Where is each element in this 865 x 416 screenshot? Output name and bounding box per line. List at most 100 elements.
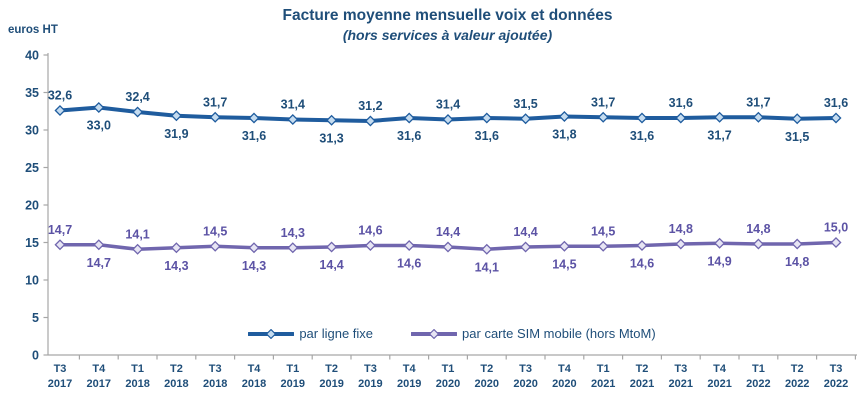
x-tick-label-quarter: T1 bbox=[131, 363, 144, 375]
data-point-marker bbox=[93, 239, 105, 251]
data-point-marker bbox=[54, 104, 66, 117]
data-point-marker bbox=[132, 243, 144, 255]
data-point-marker bbox=[830, 112, 842, 124]
x-tick-label-quarter: T3 bbox=[830, 363, 843, 375]
data-point-label: 14,5 bbox=[591, 224, 615, 238]
y-tick-label: 20 bbox=[25, 199, 39, 213]
data-point-marker bbox=[132, 106, 144, 118]
x-tick-label-quarter: T3 bbox=[209, 363, 222, 375]
x-tick-label-quarter: T1 bbox=[597, 363, 610, 375]
data-point-marker bbox=[675, 112, 687, 124]
data-point-label: 31,7 bbox=[591, 95, 615, 109]
x-tick-label-year: 2021 bbox=[669, 378, 693, 390]
x-tick-label-quarter: T4 bbox=[248, 363, 262, 375]
legend-label-sim-mobile: par carte SIM mobile (hors MtoM) bbox=[462, 326, 656, 341]
data-point-marker bbox=[520, 113, 532, 125]
data-point-label: 32,6 bbox=[48, 89, 72, 103]
x-tick-label-year: 2018 bbox=[125, 378, 149, 390]
x-tick-label-quarter: T2 bbox=[480, 363, 493, 375]
data-point-marker bbox=[287, 113, 299, 126]
x-tick-label-year: 2021 bbox=[630, 378, 654, 390]
y-tick-label: 40 bbox=[25, 49, 39, 63]
y-tick-label: 35 bbox=[25, 86, 39, 100]
x-tick-label-year: 2018 bbox=[164, 378, 188, 390]
line-diamond-icon bbox=[411, 328, 458, 339]
data-point-label: 33,0 bbox=[87, 119, 111, 133]
data-point-marker bbox=[442, 113, 454, 126]
data-point-label: 31,7 bbox=[203, 95, 227, 109]
x-tick-label-year: 2018 bbox=[242, 378, 266, 390]
x-tick-label-quarter: T3 bbox=[364, 363, 377, 375]
x-tick-label-quarter: T1 bbox=[442, 363, 455, 375]
data-point-label: 31,9 bbox=[164, 127, 188, 141]
data-point-marker bbox=[791, 238, 803, 250]
data-point-marker bbox=[752, 111, 764, 123]
x-tick-label-year: 2020 bbox=[552, 378, 576, 390]
data-point-marker bbox=[54, 239, 66, 251]
data-point-marker bbox=[248, 242, 260, 254]
line-diamond-icon bbox=[248, 328, 295, 339]
x-tick-label-quarter: T4 bbox=[713, 363, 727, 375]
data-point-marker bbox=[558, 110, 570, 123]
data-point-marker bbox=[752, 238, 764, 250]
x-tick-label-quarter: T4 bbox=[558, 363, 572, 375]
x-tick-label-quarter: T4 bbox=[92, 363, 106, 375]
data-point-label: 14,4 bbox=[319, 258, 343, 272]
data-point-marker bbox=[326, 241, 338, 253]
data-point-label: 14,8 bbox=[669, 222, 693, 236]
x-tick-label-year: 2022 bbox=[785, 378, 809, 390]
data-point-marker bbox=[287, 242, 299, 254]
data-point-label: 14,3 bbox=[242, 259, 266, 273]
x-tick-label-quarter: T3 bbox=[54, 363, 67, 375]
x-tick-label-year: 2021 bbox=[591, 378, 615, 390]
y-tick-label: 0 bbox=[32, 349, 39, 363]
data-point-label: 14,4 bbox=[513, 225, 537, 239]
data-point-label: 31,3 bbox=[319, 131, 343, 145]
data-point-label: 31,6 bbox=[630, 129, 654, 143]
data-point-label: 31,4 bbox=[281, 98, 305, 112]
data-point-label: 31,5 bbox=[785, 130, 809, 144]
data-point-label: 32,4 bbox=[125, 90, 149, 104]
legend: par ligne fixe par carte SIM mobile (hor… bbox=[48, 326, 856, 341]
data-point-label: 14,6 bbox=[630, 257, 654, 271]
data-point-marker bbox=[403, 239, 415, 252]
data-point-label: 14,3 bbox=[164, 259, 188, 273]
data-point-marker bbox=[636, 239, 648, 252]
data-point-marker bbox=[326, 114, 338, 126]
data-point-label: 14,8 bbox=[785, 255, 809, 269]
data-point-label: 14,8 bbox=[746, 222, 770, 236]
data-point-marker bbox=[170, 242, 182, 254]
x-tick-label-year: 2020 bbox=[513, 378, 537, 390]
data-point-marker bbox=[714, 237, 726, 249]
x-tick-label-year: 2018 bbox=[203, 378, 227, 390]
x-tick-label-quarter: T1 bbox=[752, 363, 765, 375]
data-point-marker bbox=[791, 113, 803, 125]
data-point-marker bbox=[209, 240, 221, 252]
data-point-marker bbox=[248, 112, 260, 124]
data-point-label: 31,6 bbox=[824, 96, 848, 110]
data-point-label: 14,5 bbox=[203, 224, 227, 238]
x-tick-label-year: 2017 bbox=[87, 378, 111, 390]
x-tick-label-year: 2019 bbox=[281, 378, 305, 390]
x-tick-label-year: 2019 bbox=[397, 378, 421, 390]
legend-label-ligne-fixe: par ligne fixe bbox=[299, 326, 374, 341]
data-point-label: 14,6 bbox=[397, 257, 421, 271]
y-tick-label: 5 bbox=[32, 311, 39, 325]
data-point-marker bbox=[520, 241, 532, 253]
x-tick-label-quarter: T2 bbox=[325, 363, 338, 375]
data-point-marker bbox=[597, 111, 609, 123]
data-point-marker bbox=[481, 112, 493, 124]
x-tick-label-year: 2022 bbox=[824, 378, 848, 390]
data-point-label: 31,7 bbox=[707, 128, 731, 142]
data-point-label: 31,6 bbox=[669, 96, 693, 110]
y-tick-label: 15 bbox=[25, 236, 39, 250]
data-point-marker bbox=[830, 236, 842, 249]
data-point-marker bbox=[93, 101, 105, 114]
data-point-label: 31,2 bbox=[358, 99, 382, 113]
data-point-marker bbox=[364, 115, 376, 127]
x-tick-label-quarter: T1 bbox=[286, 363, 299, 375]
x-tick-label-year: 2021 bbox=[707, 378, 731, 390]
data-point-label: 31,4 bbox=[436, 98, 460, 112]
chart-title: Facture moyenne mensuelle voix et donnée… bbox=[282, 7, 613, 24]
